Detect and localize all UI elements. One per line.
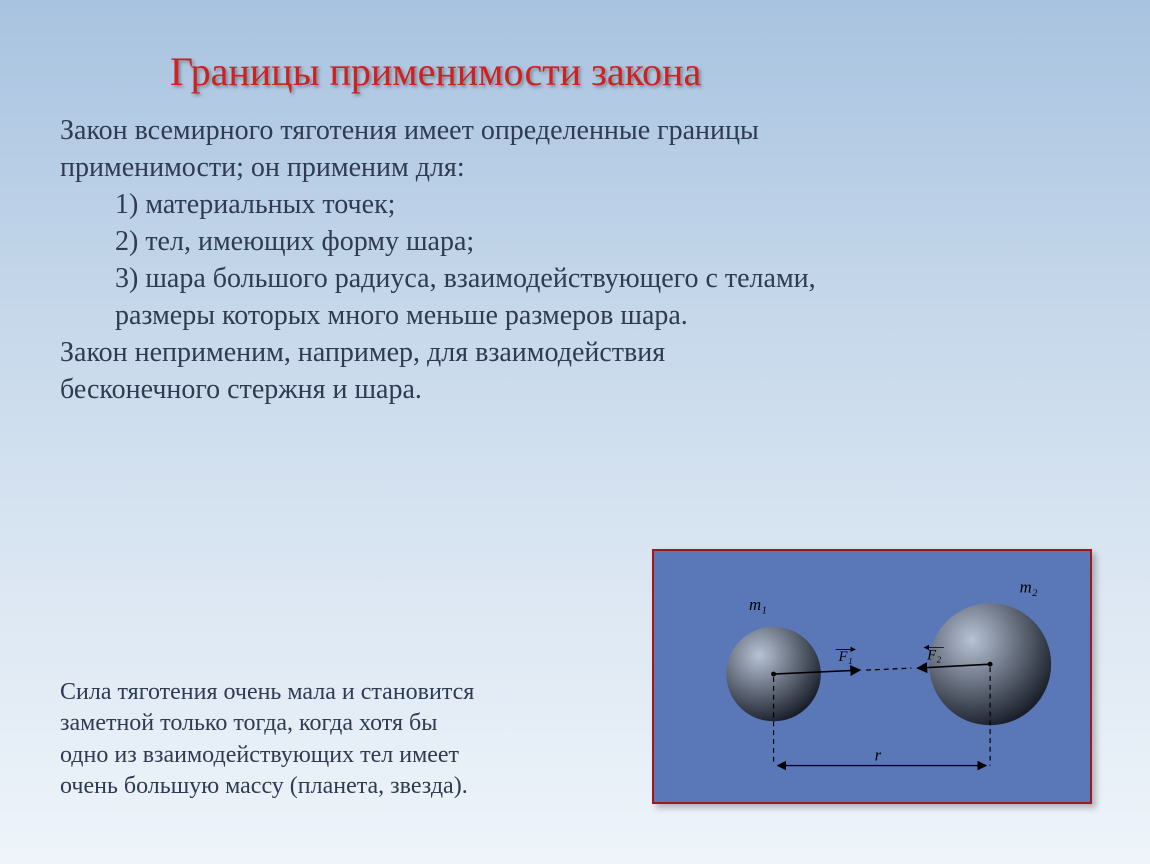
intro-line-1: Закон всемирного тяготения имеет определ…	[60, 113, 1090, 150]
slide-title: Границы применимости закона	[170, 48, 1090, 95]
lower-line-2: заметной только тогда, когда хотя бы	[60, 708, 590, 739]
list-item-3-line-2: размеры которых много меньше размеров ша…	[60, 298, 1090, 335]
list-item-1: 1) материальных точек;	[60, 187, 1090, 224]
mass-label-2: m₂	[1020, 577, 1038, 596]
tail-line-2: бесконечного стержня и шара.	[60, 372, 1090, 409]
connector-dash	[866, 668, 911, 670]
list-item-2: 2) тел, имеющих форму шара;	[60, 224, 1090, 261]
lower-paragraph: Сила тяготения очень мала и становится з…	[60, 677, 590, 802]
force-label-1: F₁	[838, 649, 853, 665]
force-diagram: m₁ m₂ F₁ F₂	[652, 549, 1092, 804]
intro-line-2: применимости; он применим для:	[60, 150, 1090, 187]
slide: Границы применимости закона Закон всемир…	[0, 0, 1150, 864]
lower-line-4: очень большую массу (планета, звезда).	[60, 771, 590, 802]
lower-line-1: Сила тяготения очень мала и становится	[60, 677, 590, 708]
lower-line-3: одно из взаимодействующих тел имеет	[60, 740, 590, 771]
tail-line-1: Закон неприменим, например, для взаимоде…	[60, 335, 1090, 372]
diagram-svg: m₁ m₂ F₁ F₂	[654, 551, 1090, 802]
body-text: Закон всемирного тяготения имеет определ…	[60, 113, 1090, 409]
force-label-2: F₂	[926, 647, 941, 663]
list-item-3-line-1: 3) шара большого радиуса, взаимодействую…	[60, 261, 1090, 298]
mass-label-1: m₁	[749, 595, 767, 614]
distance-label: r	[875, 746, 882, 765]
